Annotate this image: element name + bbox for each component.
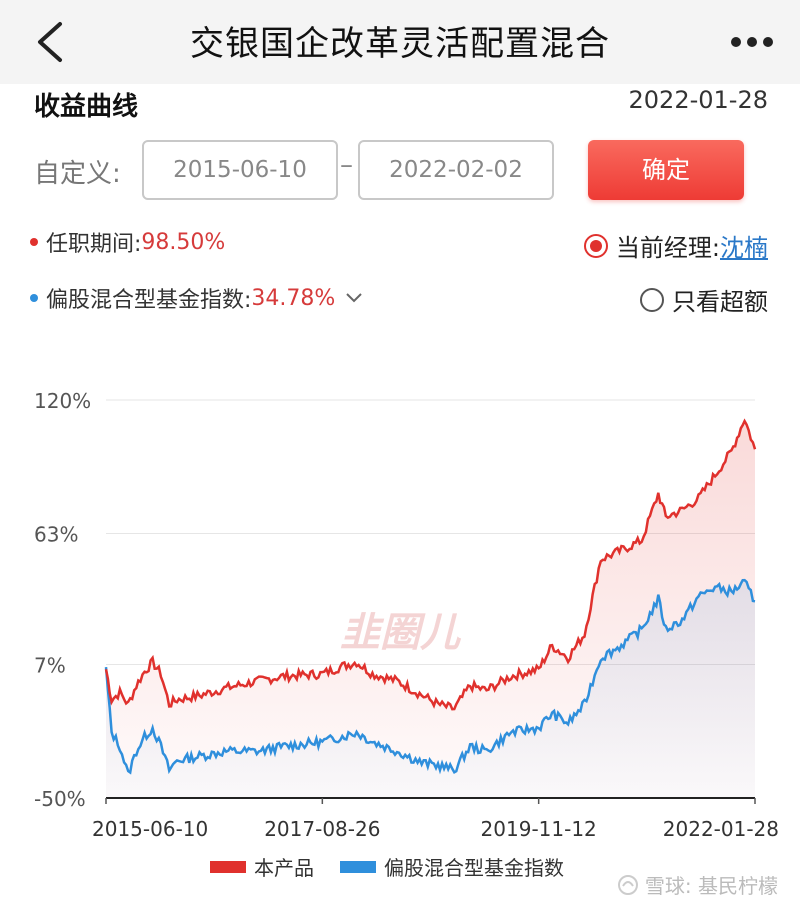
product-line: [104, 418, 757, 711]
legend-index-name: 偏股混合型基金指数: [384, 856, 564, 880]
x-tick-label: 2017-08-26: [264, 817, 380, 841]
page-title: 交银国企改革灵活配置混合: [190, 24, 610, 64]
radio-selected-icon[interactable]: [583, 233, 608, 258]
current-manager-label: 当前经理:: [615, 234, 720, 262]
index-line: [104, 578, 756, 775]
product-legend-label: 任职期间:: [46, 232, 142, 257]
radio-unselected-icon[interactable]: [640, 287, 664, 312]
x-tick-label: 2015-06-10: [92, 817, 208, 841]
product-dot: [30, 238, 38, 246]
manager-name-link[interactable]: 沈楠: [720, 234, 768, 262]
range-separator: –: [340, 150, 353, 180]
section-date: 2022-01-28: [628, 86, 768, 114]
confirm-button[interactable]: 确定: [588, 140, 744, 200]
return-chart-svg: 120% 63% 7% -50% 韭圈儿 2015-06-10 2017-08-26 20…: [34, 389, 779, 841]
index-legend[interactable]: 偏股混合型基金指数: 34.78%: [30, 282, 363, 314]
range-label: 自定义:: [34, 159, 121, 189]
y-tick-label: 7%: [34, 654, 66, 678]
excess-only-label: 只看超额: [672, 288, 768, 316]
legend-item-index: 偏股混合型基金指数: [340, 852, 564, 881]
watermark: 韭圈儿: [340, 611, 462, 655]
chevron-down-icon[interactable]: [345, 292, 363, 304]
index-dot: [30, 294, 38, 302]
x-tick-label: 2022-01-28: [663, 817, 779, 841]
end-date-field[interactable]: 2022-02-02: [358, 140, 554, 200]
more-horizontal-icon[interactable]: [730, 36, 774, 48]
nav-bar: 交银国企改革灵活配置混合: [0, 0, 800, 84]
index-legend-label: 偏股混合型基金指数:: [46, 288, 252, 313]
return-chart: 120% 63% 7% -50% 韭圈儿 2015-06-10 2017-08-26 20…: [0, 360, 800, 907]
index-area: [106, 580, 755, 798]
snowball-logo-icon: [617, 874, 638, 895]
legend-item-product: 本产品: [210, 852, 314, 881]
product-legend: 任职期间: 98.50%: [30, 226, 225, 258]
product-swatch: [210, 860, 246, 873]
excess-only-option[interactable]: 只看超额: [640, 282, 768, 317]
legend-product-name: 本产品: [254, 856, 314, 880]
start-date-field[interactable]: 2015-06-10: [142, 140, 338, 200]
chart-legend: 本产品 偏股混合型基金指数: [210, 852, 590, 881]
footer-watermark: 雪球: 基民柠檬: [617, 870, 778, 899]
chevron-left-icon[interactable]: [30, 20, 70, 64]
x-tick-label: 2019-11-12: [481, 817, 597, 841]
index-legend-value: 34.78%: [251, 285, 336, 311]
section-title: 收益曲线: [34, 92, 139, 122]
y-tick-label: -50%: [34, 787, 86, 811]
index-swatch: [340, 860, 376, 873]
product-legend-value: 98.50%: [141, 229, 226, 255]
current-manager-option[interactable]: 当前经理: 沈楠: [583, 228, 768, 263]
footer-text: 雪球: 基民柠檬: [644, 874, 778, 898]
y-tick-label: 120%: [34, 389, 91, 413]
y-tick-label: 63%: [34, 522, 78, 546]
